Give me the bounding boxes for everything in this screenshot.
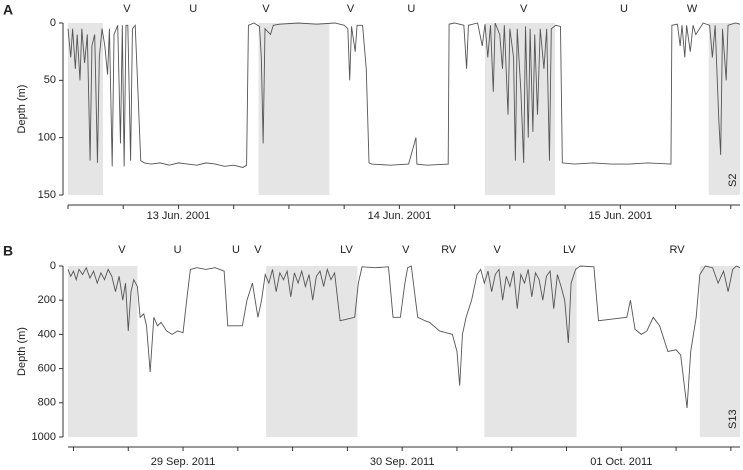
behaviour-label: V [402,244,410,256]
x-tick-label: 01 Oct. 2011 [590,456,652,468]
y-tick-label: 150 [38,189,56,201]
behaviour-label: V [262,3,270,15]
behaviour-label: V [254,244,262,256]
y-tick-label: 100 [38,132,56,144]
behaviour-label: W [687,3,698,15]
y-tick-label: 200 [38,294,56,306]
y-axis-title: Depth (m) [16,327,28,376]
night-shade [68,266,138,437]
x-tick-label: 14 Jun. 2001 [368,210,432,222]
behaviour-label: RV [441,244,457,256]
x-tick-label: 15 Jun. 2001 [589,210,653,222]
behaviour-label: U [407,3,415,15]
night-shade [258,23,330,195]
behaviour-label: U [189,3,197,15]
depth-line [67,22,741,168]
x-tick-label: 29 Sep. 2011 [151,456,216,468]
panel-label: A [3,2,13,18]
y-tick-label: 400 [38,328,56,340]
night-shade [68,23,103,195]
behaviour-label: V [123,3,131,15]
behaviour-label: V [520,3,528,15]
behaviour-label: U [232,244,240,256]
y-tick-label: 50 [44,74,56,86]
panel-label: B [3,243,13,259]
night-shade [699,266,740,437]
night-shade [484,266,577,437]
night-shade [485,23,555,195]
behaviour-label: V [493,244,501,256]
behaviour-label: U [174,244,182,256]
y-tick-label: 1000 [32,431,56,443]
behaviour-label: RV [669,244,685,256]
site-label: S2 [727,174,739,187]
y-tick-label: 800 [38,397,56,409]
y-tick-label: 0 [50,260,56,272]
y-tick-label: 0 [50,17,56,29]
y-axis-title: Depth (m) [16,85,28,134]
behaviour-label: LV [340,244,353,256]
behaviour-label: LV [563,244,576,256]
site-label: S13 [727,409,739,429]
behaviour-label: U [620,3,628,15]
y-tick-label: 600 [38,363,56,375]
depth-line [67,265,741,408]
x-tick-label: 30 Sep. 2011 [370,456,435,468]
behaviour-label: V [118,244,126,256]
behaviour-label: V [347,3,355,15]
x-tick-label: 13 Jun. 2001 [147,210,211,222]
